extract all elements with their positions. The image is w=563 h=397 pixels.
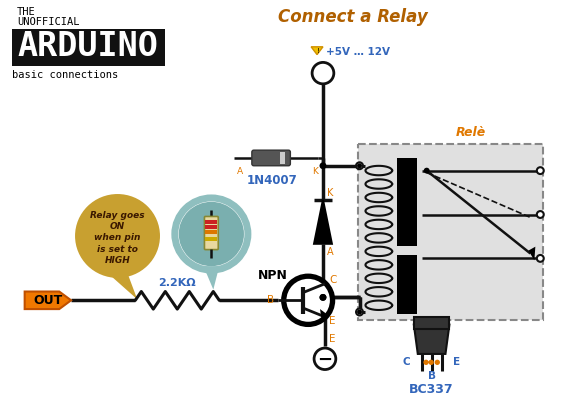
Polygon shape xyxy=(314,200,332,244)
Text: 1N4007: 1N4007 xyxy=(246,173,297,187)
Text: B: B xyxy=(428,372,436,382)
Circle shape xyxy=(320,162,327,169)
Circle shape xyxy=(424,168,430,173)
Text: 2.2KΩ: 2.2KΩ xyxy=(158,278,195,288)
Circle shape xyxy=(537,255,544,262)
Circle shape xyxy=(283,275,334,326)
Text: −: − xyxy=(318,351,333,369)
Text: B: B xyxy=(267,295,274,305)
FancyBboxPatch shape xyxy=(205,230,217,234)
FancyBboxPatch shape xyxy=(397,255,417,314)
Text: +5V … 12V: +5V … 12V xyxy=(326,47,390,57)
Text: Relè: Relè xyxy=(456,126,486,139)
FancyBboxPatch shape xyxy=(358,144,543,320)
Text: C: C xyxy=(403,357,410,367)
Polygon shape xyxy=(311,47,323,55)
Text: !: ! xyxy=(316,48,319,54)
Circle shape xyxy=(356,308,363,316)
Text: E: E xyxy=(453,357,461,367)
Text: C: C xyxy=(329,275,336,285)
Circle shape xyxy=(287,279,330,322)
Circle shape xyxy=(179,202,244,266)
Circle shape xyxy=(357,310,362,314)
Polygon shape xyxy=(320,309,328,322)
Polygon shape xyxy=(414,325,449,354)
FancyBboxPatch shape xyxy=(252,150,291,166)
Text: Connect a Relay: Connect a Relay xyxy=(278,8,427,26)
Circle shape xyxy=(312,62,334,84)
Text: K: K xyxy=(327,188,333,198)
Text: A: A xyxy=(327,247,333,256)
FancyBboxPatch shape xyxy=(397,158,417,246)
Circle shape xyxy=(320,294,327,301)
FancyBboxPatch shape xyxy=(280,152,285,164)
Polygon shape xyxy=(203,266,219,289)
Circle shape xyxy=(314,348,336,370)
Polygon shape xyxy=(529,247,535,260)
Circle shape xyxy=(320,294,327,301)
FancyBboxPatch shape xyxy=(205,237,217,241)
FancyBboxPatch shape xyxy=(205,225,217,229)
Text: Relay goes
ON
when pin
is set to
HIGH: Relay goes ON when pin is set to HIGH xyxy=(90,211,145,265)
Text: NPN: NPN xyxy=(258,270,288,282)
Circle shape xyxy=(357,163,362,168)
Text: E: E xyxy=(329,316,336,326)
Circle shape xyxy=(175,198,248,270)
Circle shape xyxy=(75,194,160,278)
Circle shape xyxy=(537,211,544,218)
Circle shape xyxy=(537,167,544,174)
Text: E: E xyxy=(329,334,336,345)
FancyBboxPatch shape xyxy=(12,29,165,66)
Text: ●●●: ●●● xyxy=(422,359,441,365)
Text: A: A xyxy=(237,167,243,176)
Circle shape xyxy=(356,162,363,169)
Text: THE: THE xyxy=(17,7,35,17)
FancyBboxPatch shape xyxy=(204,216,218,250)
Text: OUT: OUT xyxy=(34,294,63,307)
Polygon shape xyxy=(25,291,71,309)
Text: BC337: BC337 xyxy=(409,383,454,396)
Polygon shape xyxy=(108,273,137,299)
FancyBboxPatch shape xyxy=(414,317,449,329)
FancyBboxPatch shape xyxy=(205,220,217,224)
Text: basic connections: basic connections xyxy=(12,70,118,80)
Text: UNOFFICIAL: UNOFFICIAL xyxy=(17,17,79,27)
Text: ARDUINO: ARDUINO xyxy=(17,30,158,63)
Text: K: K xyxy=(312,167,318,176)
